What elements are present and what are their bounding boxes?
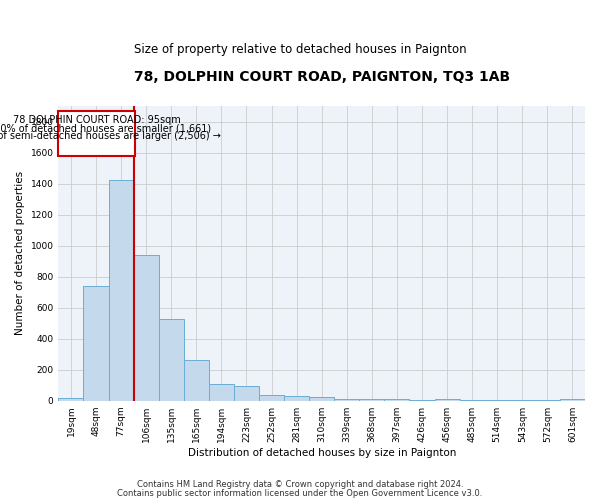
Bar — [560, 399, 585, 400]
Bar — [184, 360, 209, 401]
Bar — [359, 399, 385, 400]
Text: Size of property relative to detached houses in Paignton: Size of property relative to detached ho… — [134, 42, 466, 56]
Bar — [58, 110, 135, 156]
Text: 78 DOLPHIN COURT ROAD: 95sqm: 78 DOLPHIN COURT ROAD: 95sqm — [13, 114, 181, 124]
Text: ← 40% of detached houses are smaller (1,661): ← 40% of detached houses are smaller (1,… — [0, 123, 211, 133]
Bar — [309, 397, 334, 400]
Bar — [234, 386, 259, 400]
X-axis label: Distribution of detached houses by size in Paignton: Distribution of detached houses by size … — [188, 448, 456, 458]
Bar — [83, 286, 109, 401]
Y-axis label: Number of detached properties: Number of detached properties — [15, 172, 25, 336]
Text: 60% of semi-detached houses are larger (2,506) →: 60% of semi-detached houses are larger (… — [0, 131, 221, 141]
Bar — [109, 180, 134, 400]
Bar — [434, 399, 460, 400]
Bar — [334, 399, 359, 400]
Text: Contains public sector information licensed under the Open Government Licence v3: Contains public sector information licen… — [118, 488, 482, 498]
Title: 78, DOLPHIN COURT ROAD, PAIGNTON, TQ3 1AB: 78, DOLPHIN COURT ROAD, PAIGNTON, TQ3 1A… — [134, 70, 510, 84]
Bar — [259, 394, 284, 400]
Bar — [58, 398, 83, 400]
Bar — [159, 318, 184, 400]
Bar — [134, 255, 159, 400]
Bar — [284, 396, 309, 400]
Bar — [209, 384, 234, 400]
Text: Contains HM Land Registry data © Crown copyright and database right 2024.: Contains HM Land Registry data © Crown c… — [137, 480, 463, 489]
